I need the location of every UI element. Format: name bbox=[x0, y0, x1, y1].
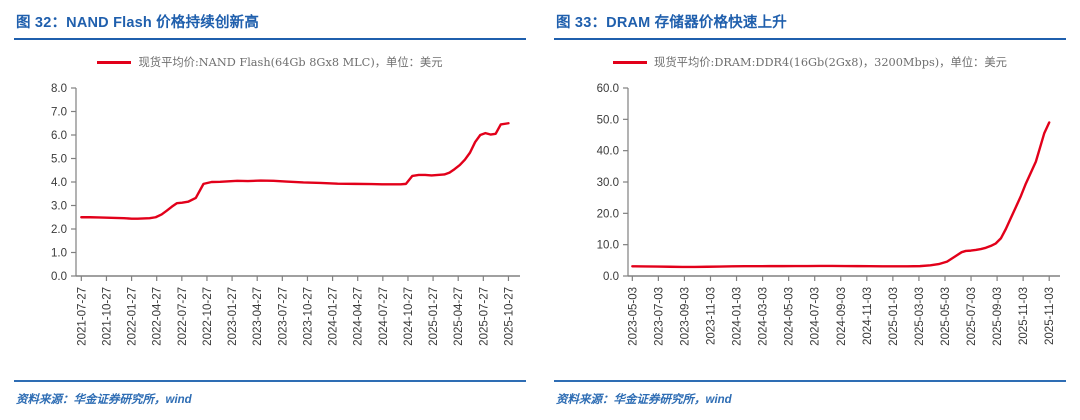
svg-text:30.0: 30.0 bbox=[597, 177, 619, 189]
svg-text:8.0: 8.0 bbox=[51, 83, 67, 95]
svg-text:2025-11-03: 2025-11-03 bbox=[1018, 287, 1030, 345]
svg-text:2023-01-27: 2023-01-27 bbox=[227, 287, 239, 346]
svg-text:10.0: 10.0 bbox=[597, 240, 619, 252]
svg-text:3.0: 3.0 bbox=[51, 201, 67, 213]
svg-text:2025-07-27: 2025-07-27 bbox=[478, 287, 490, 346]
svg-text:2025-01-27: 2025-01-27 bbox=[428, 287, 440, 346]
svg-text:0.0: 0.0 bbox=[51, 271, 67, 283]
svg-text:6.0: 6.0 bbox=[51, 130, 67, 142]
svg-text:2021-07-27: 2021-07-27 bbox=[76, 287, 88, 346]
legend-figure-33: 现货平均价:DRAM:DDR4(16Gb(2Gx8)，3200Mbps)，单位：… bbox=[554, 54, 1066, 70]
chart-figure-32: 0.0 1.0 2.0 3.0 4.0 5.0 6.0 7.0 8.0 2021-07-27 202… bbox=[14, 80, 526, 370]
svg-text:7.0: 7.0 bbox=[51, 107, 67, 119]
svg-text:2025-07-03: 2025-07-03 bbox=[966, 287, 978, 346]
svg-text:2023-04-27: 2023-04-27 bbox=[252, 287, 264, 346]
svg-text:2024-11-03: 2024-11-03 bbox=[862, 287, 874, 345]
svg-text:2024-03-03: 2024-03-03 bbox=[758, 287, 770, 346]
page-title-figure-32: 图 32：NAND Flash 价格持续创新高 bbox=[16, 15, 260, 31]
svg-text:2025-05-03: 2025-05-03 bbox=[940, 287, 952, 346]
svg-text:2025-11-03: 2025-11-03 bbox=[1044, 287, 1056, 345]
title-divider-left bbox=[14, 38, 526, 40]
svg-text:2024-05-03: 2024-05-03 bbox=[784, 287, 796, 346]
footer-divider-left bbox=[14, 380, 526, 382]
page-title-figure-33: 图 33：DRAM 存储器价格快速上升 bbox=[556, 15, 787, 31]
svg-text:2023-09-03: 2023-09-03 bbox=[679, 287, 691, 346]
svg-text:2025-03-03: 2025-03-03 bbox=[914, 287, 926, 346]
legend-line-swatch-icon bbox=[97, 60, 132, 64]
svg-text:1.0: 1.0 bbox=[51, 248, 67, 260]
svg-text:2023-10-27: 2023-10-27 bbox=[302, 287, 314, 346]
panel-figure-33: 图 33：DRAM 存储器价格快速上升 现货平均价:DRAM:DDR4(16Gb… bbox=[540, 0, 1080, 420]
svg-text:2023-07-27: 2023-07-27 bbox=[277, 287, 289, 346]
svg-text:2025-09-03: 2025-09-03 bbox=[992, 287, 1004, 346]
svg-text:2025-01-03: 2025-01-03 bbox=[888, 287, 900, 346]
chart-figure-33: 0.0 10.0 20.0 30.0 40.0 50.0 60.0 2023-05-03 202… bbox=[554, 80, 1066, 370]
svg-text:2024-07-27: 2024-07-27 bbox=[378, 287, 390, 346]
svg-text:2024-01-03: 2024-01-03 bbox=[732, 287, 744, 346]
legend-label-figure-33: 现货平均价:DRAM:DDR4(16Gb(2Gx8)，3200Mbps)，单位：… bbox=[654, 56, 1007, 69]
svg-text:20.0: 20.0 bbox=[597, 208, 619, 220]
svg-text:2022-07-27: 2022-07-27 bbox=[177, 287, 189, 346]
svg-text:2024-10-27: 2024-10-27 bbox=[403, 287, 415, 346]
svg-text:2021-10-27: 2021-10-27 bbox=[101, 287, 113, 346]
svg-text:2022-01-27: 2022-01-27 bbox=[127, 287, 139, 346]
svg-text:2023-07-03: 2023-07-03 bbox=[653, 287, 665, 346]
svg-text:40.0: 40.0 bbox=[597, 146, 619, 158]
legend-figure-32: 现货平均价:NAND Flash(64Gb 8Gx8 MLC)，单位：美元 bbox=[14, 54, 526, 70]
svg-text:2022-04-27: 2022-04-27 bbox=[152, 287, 164, 346]
svg-text:2.0: 2.0 bbox=[51, 224, 67, 236]
svg-text:2024-04-27: 2024-04-27 bbox=[353, 287, 365, 346]
svg-text:2022-10-27: 2022-10-27 bbox=[202, 287, 214, 346]
svg-text:2025-10-27: 2025-10-27 bbox=[503, 287, 515, 346]
svg-text:2024-07-03: 2024-07-03 bbox=[810, 287, 822, 346]
title-divider-right bbox=[554, 38, 1066, 40]
svg-text:2024-09-03: 2024-09-03 bbox=[836, 287, 848, 346]
svg-text:2023-05-03: 2023-05-03 bbox=[627, 287, 639, 346]
chart-canvas-right: 0.0 10.0 20.0 30.0 40.0 50.0 60.0 2023-05-03 202… bbox=[597, 83, 1060, 346]
svg-text:2025-04-27: 2025-04-27 bbox=[453, 287, 465, 346]
svg-text:2024-01-27: 2024-01-27 bbox=[328, 287, 340, 346]
svg-text:0.0: 0.0 bbox=[603, 271, 619, 283]
footer-divider-right bbox=[554, 380, 1066, 382]
legend-line-swatch-icon bbox=[613, 60, 648, 64]
svg-text:60.0: 60.0 bbox=[597, 83, 619, 95]
panel-figure-32: 图 32：NAND Flash 价格持续创新高 现货平均价:NAND Flash… bbox=[14, 15, 526, 406]
svg-text:2023-11-03: 2023-11-03 bbox=[705, 287, 717, 345]
legend-label-figure-32: 现货平均价:NAND Flash(64Gb 8Gx8 MLC)，单位：美元 bbox=[138, 56, 443, 69]
chart-canvas-left: 0.0 1.0 2.0 3.0 4.0 5.0 6.0 7.0 8.0 2021-07-27 202… bbox=[51, 83, 520, 346]
source-note-right: 资料来源：华金证券研究所，wind bbox=[556, 394, 732, 406]
source-note-left: 资料来源：华金证券研究所，wind bbox=[16, 394, 192, 406]
svg-text:50.0: 50.0 bbox=[597, 114, 619, 126]
svg-text:4.0: 4.0 bbox=[51, 177, 67, 189]
svg-text:5.0: 5.0 bbox=[51, 154, 67, 166]
